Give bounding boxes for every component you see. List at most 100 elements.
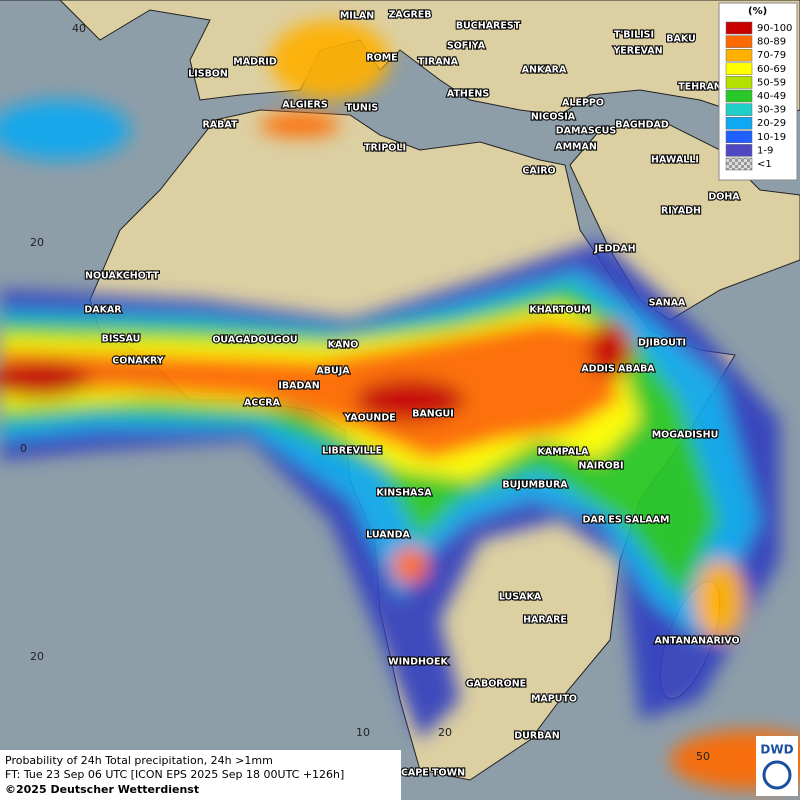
city-labels: MILAN ZAGREB BUCHAREST SOFIYA ROME TIRANA ANKA… xyxy=(83,8,741,779)
legend-label: 70-79 xyxy=(757,50,786,61)
city-label: KHARTOUM xyxy=(529,305,590,316)
city-label: ZAGREB xyxy=(388,10,431,21)
legend-label: 1-9 xyxy=(757,145,773,156)
lat-label: 20 xyxy=(30,236,44,249)
city-label: WINDHOEK xyxy=(388,657,448,668)
legend-swatch xyxy=(725,76,753,89)
legend-swatch xyxy=(725,62,753,76)
legend-items: 90-100 80-89 70-79 60-69 50-59 40-49 30-39 20-2… xyxy=(725,21,792,171)
footer-line: Probability of 24h Total precipitation, … xyxy=(5,754,273,767)
city-label: NOUAKCHOTT xyxy=(85,271,159,282)
city-label: IBADAN xyxy=(278,381,319,392)
city-label: OUAGADOUGOU xyxy=(212,335,297,346)
city-label: NICOSIA xyxy=(531,112,576,123)
city-label: LISBON xyxy=(188,69,228,80)
city-label: KAMPALA xyxy=(537,447,589,458)
legend-label: 20-29 xyxy=(757,118,786,129)
legend-swatch xyxy=(725,35,753,48)
legend-label: 50-59 xyxy=(757,77,786,88)
city-label: MAPUTO xyxy=(531,694,577,705)
city-label: MILAN xyxy=(340,11,374,22)
lat-label: 20 xyxy=(30,650,44,663)
city-label: TIRANA xyxy=(418,57,459,68)
city-label: RIYADH xyxy=(661,206,701,217)
city-label: KINSHASA xyxy=(376,488,432,499)
lon-label: 50 xyxy=(696,750,710,763)
city-label: ANKARA xyxy=(522,65,567,76)
city-label: MOGADISHU xyxy=(652,430,719,441)
city-label: BAGHDAD xyxy=(615,120,669,131)
legend-label: 10-19 xyxy=(757,132,786,143)
city-label: BUJUMBURA xyxy=(502,480,568,491)
city-label: SANAA xyxy=(649,298,686,309)
city-label: JEDDAH xyxy=(593,244,635,255)
legend-label: 80-89 xyxy=(757,37,786,48)
grid-labels: 40 20 0 20 10 20 50 xyxy=(20,22,710,763)
city-label: DURBAN xyxy=(514,731,560,742)
legend-label: 40-49 xyxy=(757,91,786,102)
legend-swatch xyxy=(725,103,753,116)
city-label: LIBREVILLE xyxy=(322,446,382,457)
city-label: BISSAU xyxy=(102,334,141,345)
legend: (%) 90-100 80-89 70-79 60-69 50-59 40-49 30-39… xyxy=(718,2,798,181)
city-label: AMMAN xyxy=(555,142,597,153)
legend-label: 90-100 xyxy=(757,23,792,34)
city-label: TRIPOLI xyxy=(364,143,406,154)
legend-swatch xyxy=(725,21,753,35)
legend-label: <1 xyxy=(757,159,772,170)
legend-swatch xyxy=(725,48,753,62)
city-label: T'BILISI xyxy=(614,30,654,41)
city-label: CAIRO xyxy=(522,166,555,177)
city-label: BAKU xyxy=(666,34,696,45)
city-label: LUSAKA xyxy=(499,592,542,603)
city-label: YAOUNDE xyxy=(343,413,395,424)
logo-icon xyxy=(762,760,792,790)
city-label: TEHRAN xyxy=(678,82,722,93)
city-label: DJIBOUTI xyxy=(638,338,686,349)
city-label: ROME xyxy=(366,53,397,64)
lat-label: 40 xyxy=(72,22,86,35)
legend-label: 30-39 xyxy=(757,105,786,116)
legend-swatch xyxy=(725,116,753,130)
city-label: HAWALLI xyxy=(651,155,699,166)
legend-swatch xyxy=(725,89,753,103)
city-label: BUCHAREST xyxy=(456,21,521,32)
city-label: CONAKRY xyxy=(112,356,164,367)
footer-line: ©2025 Deutscher Wetterdienst xyxy=(5,783,199,796)
logo-box xyxy=(756,736,798,796)
city-label: RABAT xyxy=(202,120,238,131)
city-label: DOHA xyxy=(708,192,740,203)
city-label: YEREVAN xyxy=(612,46,662,57)
legend-label: 60-69 xyxy=(757,64,786,75)
lon-label: 20 xyxy=(438,726,452,739)
city-label: SOFIYA xyxy=(447,41,486,52)
city-label: TUNIS xyxy=(346,103,379,114)
city-label: DAKAR xyxy=(84,305,122,316)
lat-label: 0 xyxy=(20,442,27,455)
logo: DWD xyxy=(756,736,798,796)
footer: Probability of 24h Total precipitation, … xyxy=(0,750,401,800)
city-label: MADRID xyxy=(233,57,277,68)
city-label: GABORONE xyxy=(466,679,526,690)
city-label: ADDIS ABABA xyxy=(581,364,655,375)
city-label: ABUJA xyxy=(316,366,350,377)
city-label: DAR ES SALAAM xyxy=(583,515,670,526)
city-label: NAIROBI xyxy=(578,461,623,472)
city-label: ALEPPO xyxy=(562,98,604,109)
lon-label: 10 xyxy=(356,726,370,739)
city-label: LUANDA xyxy=(366,530,410,541)
city-label: ALGIERS xyxy=(282,100,328,111)
city-label: KANO xyxy=(328,340,359,351)
precipitation xyxy=(0,20,800,790)
city-label: CAPE TOWN xyxy=(401,768,465,779)
logo-text: DWD xyxy=(760,743,793,757)
footer-line: FT: Tue 23 Sep 06 UTC [ICON EPS 2025 Sep… xyxy=(5,768,344,781)
city-label: ATHENS xyxy=(447,89,489,100)
footer-box xyxy=(0,750,401,800)
legend-swatch xyxy=(725,144,753,157)
legend-title: (%) xyxy=(748,6,767,17)
city-label: HARARE xyxy=(523,615,567,626)
city-label: BANGUI xyxy=(412,409,454,420)
legend-swatch xyxy=(725,157,753,171)
